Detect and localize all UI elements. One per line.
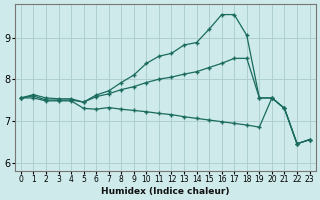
X-axis label: Humidex (Indice chaleur): Humidex (Indice chaleur) (101, 187, 229, 196)
